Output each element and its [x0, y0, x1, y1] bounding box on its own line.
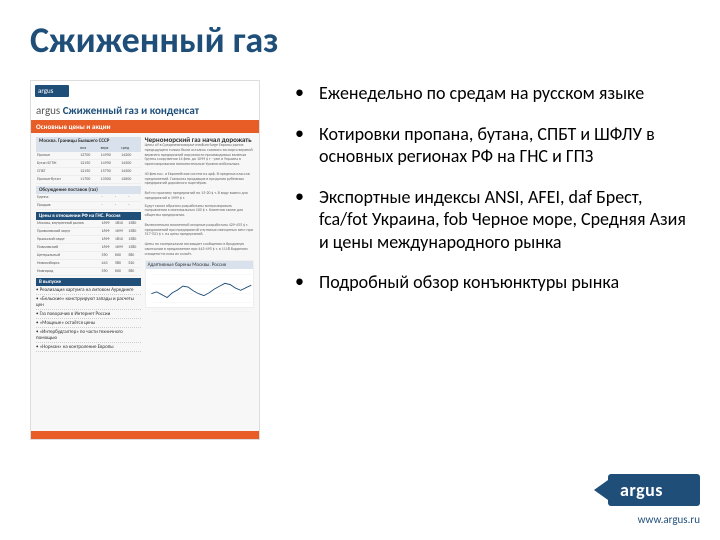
thumb-left-col: Москва. Границы Бывшего СССР низверхсред…: [36, 135, 141, 352]
bullet-item: •Котировки пропана, бутана, СПБТ и ШФЛУ …: [295, 123, 695, 168]
thumb-sub2: Цены в отношении РФ на ГНС. Россия: [36, 212, 141, 220]
thumb-list-item: • «Норман» на контроление Европы: [36, 343, 141, 352]
bullet-item: •Экспортные индексы ANSI, AFEI, daf Брес…: [295, 186, 695, 254]
thumb-table-1: низверхсредПропан127001495014200Бутан БГ…: [36, 145, 141, 184]
thumb-header: [31, 81, 259, 101]
thumb-body-text-2: Будут таким образом разработаны контроли…: [145, 205, 254, 258]
logo-url: www.argus.ru: [608, 513, 700, 526]
thumb-list-item: • Газ поворачив в Интернет России: [36, 310, 141, 319]
bullet-dot: •: [295, 271, 319, 293]
document-thumbnail: argus Сжиженный газ и конденсат Основные…: [30, 80, 260, 440]
thumb-footer-bar: [31, 431, 259, 439]
bullet-dot: •: [295, 186, 319, 208]
bullet-text: Подробный обзор конъюнктуры рынка: [319, 271, 695, 294]
bullet-text: Экспортные индексы ANSI, AFEI, daf Брест…: [319, 186, 695, 254]
thumb-table-2: Группа---Продаж---: [36, 194, 141, 210]
thumb-orange-bar: Основные цены и акции: [31, 120, 259, 133]
argus-logo-small: [35, 85, 69, 97]
bullet-text: Еженедельно по средам на русском языке: [319, 82, 695, 105]
thumb-body-text: Цены cif в Средиземноморье medium-large …: [145, 144, 254, 202]
thumb-right-col: Черноморский газ начал дорожать Цены cif…: [145, 135, 254, 352]
bullet-item: •Подробный обзор конъюнктуры рынка: [295, 271, 695, 294]
bullet-dot: •: [295, 82, 319, 104]
bullet-dot: •: [295, 123, 319, 145]
argus-logo: argus: [608, 474, 700, 506]
thumb-list: • Реализация хартумга на литовом Ауредин…: [36, 286, 141, 352]
thumb-table-3: Москва, внутренний рынок169918101580Прив…: [36, 220, 141, 276]
bullet-text: Котировки пропана, бутана, СПБТ и ШФЛУ в…: [319, 123, 695, 168]
line-chart-svg: [146, 269, 253, 315]
bullet-item: •Еженедельно по средам на русском языке: [295, 82, 695, 105]
thumb-chart: Адаптивные барены Москвы. Россия: [145, 260, 254, 308]
thumb-sub3: В выпуске: [36, 278, 141, 286]
thumb-list-item: • «Интербудгалтер» по части техничного п…: [36, 328, 141, 343]
thumb-list-item: • «Мощные» остаётся цены: [36, 319, 141, 328]
thumb-list-item: • Реализация хартумга на литовом Ауредин…: [36, 286, 141, 295]
thumb-sub1: Обсуждение поставок (газ): [36, 186, 141, 194]
thumb-table-header: Москва. Границы Бывшего СССР: [36, 137, 141, 145]
thumb-doc-title: argus Сжиженный газ и конденсат: [31, 101, 259, 120]
bullet-list: •Еженедельно по средам на русском языке•…: [295, 82, 695, 312]
logo-corner: argus www.argus.ru: [608, 474, 700, 526]
thumb-list-item: • «Бельские» конструируют запады и расче…: [36, 295, 141, 310]
thumb-chart-title: Адаптивные барены Москвы. Россия: [146, 261, 253, 269]
slide-title: Сжиженный газ: [30, 18, 279, 62]
